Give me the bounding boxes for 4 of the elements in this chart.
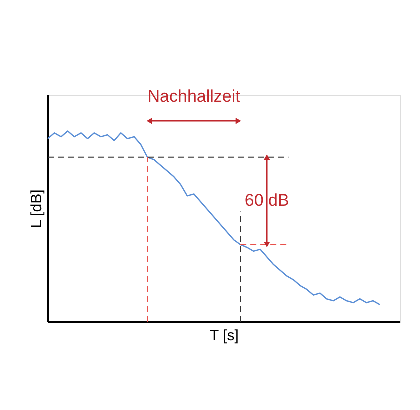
text: Nachhallzeit <box>148 87 241 106</box>
y-axis-title: L [dB] <box>28 190 46 228</box>
annotation: 60 dB <box>244 191 290 210</box>
x-axis-title: T [s] <box>210 328 239 344</box>
